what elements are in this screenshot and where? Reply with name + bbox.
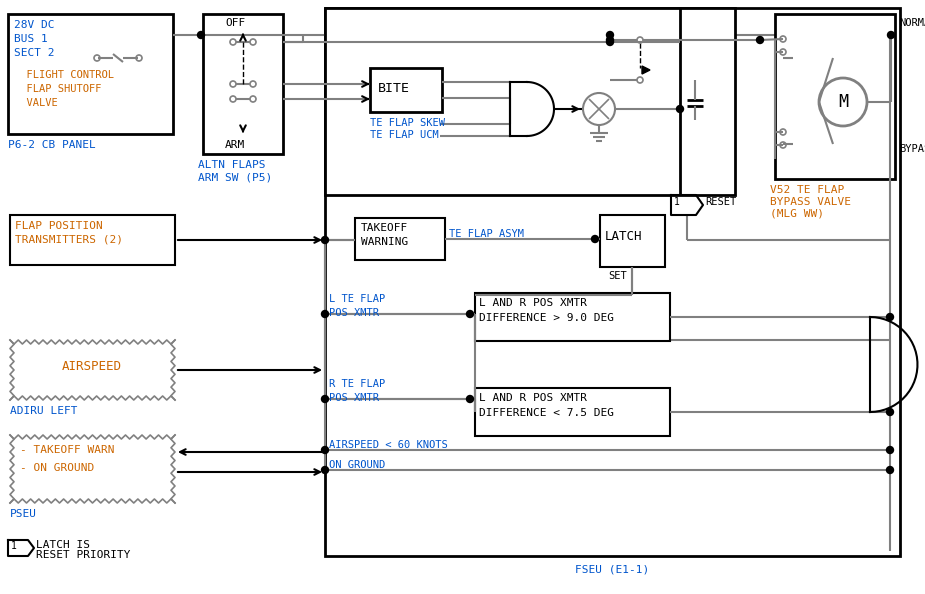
Bar: [10, 215, 175, 265]
Text: FLAP POSITION: FLAP POSITION: [15, 221, 103, 231]
Circle shape: [886, 314, 894, 321]
Text: R TE FLAP: R TE FLAP: [329, 379, 385, 389]
Text: FLAP SHUTOFF: FLAP SHUTOFF: [14, 84, 102, 94]
Text: ARM SW (P5): ARM SW (P5): [198, 172, 272, 182]
Text: ON GROUND: ON GROUND: [329, 460, 385, 470]
Circle shape: [591, 235, 598, 242]
Text: VALVE: VALVE: [14, 98, 57, 108]
Text: SECT 2: SECT 2: [14, 48, 55, 58]
Text: P6-2 CB PANEL: P6-2 CB PANEL: [8, 140, 96, 150]
Circle shape: [198, 31, 204, 39]
Bar: [325, 8, 900, 556]
Circle shape: [607, 31, 613, 39]
Text: RESET PRIORITY: RESET PRIORITY: [36, 550, 130, 560]
Text: L AND R POS XMTR: L AND R POS XMTR: [479, 298, 587, 308]
Text: OFF: OFF: [225, 18, 245, 28]
Circle shape: [466, 311, 474, 318]
Text: ARM: ARM: [225, 140, 245, 150]
Text: BYPASS VALVE: BYPASS VALVE: [770, 197, 851, 207]
Text: L AND R POS XMTR: L AND R POS XMTR: [479, 393, 587, 403]
Circle shape: [466, 396, 474, 403]
Text: ADIRU LEFT: ADIRU LEFT: [10, 406, 78, 416]
Text: BITE: BITE: [378, 82, 410, 95]
Circle shape: [322, 236, 328, 244]
Text: DIFFERENCE > 9.0 DEG: DIFFERENCE > 9.0 DEG: [479, 313, 614, 323]
Text: LATCH: LATCH: [605, 230, 643, 243]
Circle shape: [886, 466, 894, 473]
Bar: [475, 388, 670, 436]
Bar: [370, 68, 442, 112]
Polygon shape: [642, 66, 650, 74]
Text: V52 TE FLAP: V52 TE FLAP: [770, 185, 845, 195]
Text: 28V DC: 28V DC: [14, 20, 55, 30]
Text: (MLG WW): (MLG WW): [770, 209, 824, 219]
Text: DIFFERENCE < 7.5 DEG: DIFFERENCE < 7.5 DEG: [479, 408, 614, 418]
Text: PSEU: PSEU: [10, 509, 37, 519]
Circle shape: [886, 409, 894, 415]
Text: POS XMTR: POS XMTR: [329, 308, 379, 318]
Text: TE FLAP SKEW: TE FLAP SKEW: [370, 118, 445, 128]
Circle shape: [322, 466, 328, 473]
Text: BYPASS: BYPASS: [899, 144, 925, 154]
Text: SET: SET: [608, 271, 627, 281]
Bar: [8, 14, 173, 134]
Circle shape: [887, 31, 894, 39]
Text: ALTN FLAPS: ALTN FLAPS: [198, 160, 265, 170]
Bar: [475, 293, 670, 341]
Circle shape: [607, 36, 613, 43]
Text: 1: 1: [11, 541, 17, 551]
Text: NORMAL: NORMAL: [899, 18, 925, 28]
Text: AIRSPEED < 60 KNOTS: AIRSPEED < 60 KNOTS: [329, 440, 448, 450]
Text: 1: 1: [674, 197, 680, 207]
Text: TE FLAP UCM: TE FLAP UCM: [370, 130, 438, 140]
Text: - TAKEOFF WARN: - TAKEOFF WARN: [20, 445, 115, 455]
Text: TAKEOFF: TAKEOFF: [361, 223, 408, 233]
Text: WARNING: WARNING: [361, 237, 408, 247]
Text: RESET: RESET: [705, 197, 736, 207]
Circle shape: [607, 39, 613, 46]
Bar: [600, 215, 665, 267]
Text: BUS 1: BUS 1: [14, 34, 48, 44]
Text: TRANSMITTERS (2): TRANSMITTERS (2): [15, 235, 123, 245]
Bar: [325, 8, 735, 195]
Text: TE FLAP ASYM: TE FLAP ASYM: [449, 229, 524, 239]
Text: FLIGHT CONTROL: FLIGHT CONTROL: [14, 70, 114, 80]
Circle shape: [676, 106, 684, 112]
Circle shape: [322, 447, 328, 453]
Text: M: M: [838, 93, 848, 111]
Bar: [775, 14, 895, 179]
Text: POS XMTR: POS XMTR: [329, 393, 379, 403]
Bar: [203, 14, 283, 154]
Text: L TE FLAP: L TE FLAP: [329, 294, 385, 304]
Text: FSEU (E1-1): FSEU (E1-1): [574, 564, 649, 574]
Text: AIRSPEED: AIRSPEED: [62, 359, 122, 372]
Circle shape: [757, 36, 763, 43]
Circle shape: [886, 447, 894, 453]
Circle shape: [322, 311, 328, 318]
Bar: [355, 218, 445, 260]
Circle shape: [322, 396, 328, 403]
Text: - ON GROUND: - ON GROUND: [20, 463, 94, 473]
Text: LATCH IS: LATCH IS: [36, 540, 90, 550]
